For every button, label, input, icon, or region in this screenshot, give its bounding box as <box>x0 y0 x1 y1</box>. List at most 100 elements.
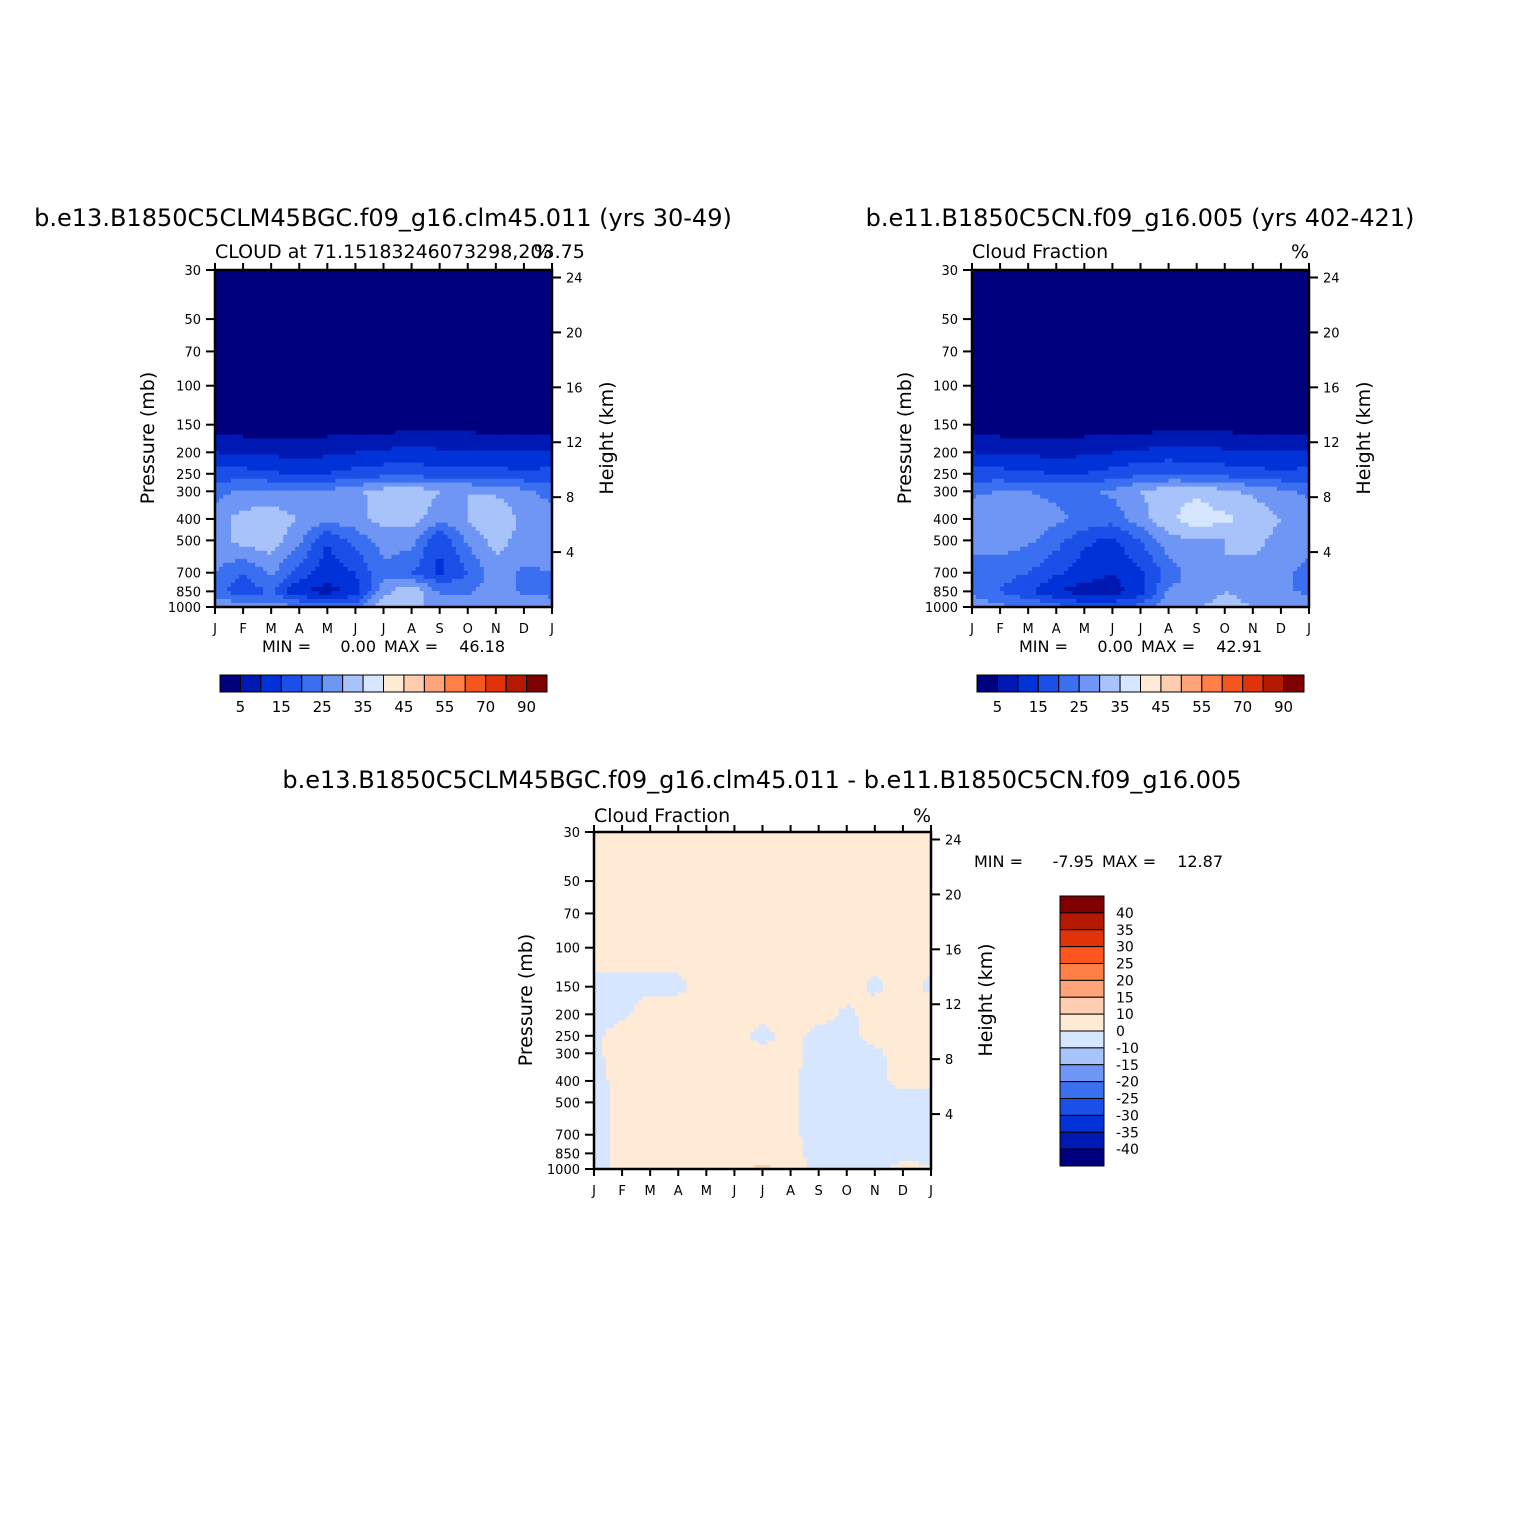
contour-cell <box>355 350 360 355</box>
contour-cell <box>291 463 296 468</box>
contour-cell <box>452 322 457 327</box>
contour-cell <box>412 459 417 464</box>
contour-cell <box>516 326 521 331</box>
contour-cell <box>448 434 453 439</box>
contour-cell <box>307 382 312 387</box>
contour-cell <box>480 479 485 484</box>
contour-cell <box>303 278 308 283</box>
contour-cell <box>271 394 276 399</box>
contour-cell <box>416 370 421 375</box>
contour-cell <box>271 286 276 291</box>
contour-cell <box>367 318 372 323</box>
contour-cell <box>408 326 413 331</box>
contour-cell <box>271 491 276 496</box>
contour-cell <box>472 318 477 323</box>
contour-cell <box>388 451 393 456</box>
contour-cell <box>536 274 541 279</box>
contour-cell <box>255 447 260 452</box>
contour-cell <box>299 463 304 468</box>
contour-cell <box>404 326 409 331</box>
contour-cell <box>303 455 308 460</box>
contour-cell <box>247 394 252 399</box>
contour-cell <box>371 495 376 500</box>
contour-cell <box>359 338 364 343</box>
contour-cell <box>432 495 437 500</box>
contour-cell <box>516 334 521 339</box>
contour-cell <box>384 354 389 359</box>
contour-cell <box>243 286 248 291</box>
contour-cell <box>488 390 493 395</box>
contour-cell <box>231 463 236 468</box>
contour-cell <box>299 398 304 403</box>
contour-cell <box>331 362 336 367</box>
contour-cell <box>239 370 244 375</box>
contour-cell <box>335 322 340 327</box>
contour-cell <box>412 274 417 279</box>
contour-cell <box>271 390 276 395</box>
contour-cell <box>444 487 449 492</box>
contour-cell <box>291 430 296 435</box>
contour-cell <box>532 278 537 283</box>
contour-cell <box>375 471 380 476</box>
contour-cell <box>536 346 541 351</box>
contour-cell <box>335 310 340 315</box>
contour-cell <box>448 294 453 299</box>
contour-cell <box>263 487 268 492</box>
contour-cell <box>528 483 533 488</box>
contour-cell <box>375 322 380 327</box>
contour-cell <box>259 290 264 295</box>
contour-cell <box>307 447 312 452</box>
contour-cell <box>339 294 344 299</box>
contour-cell <box>424 451 429 456</box>
contour-cell <box>388 326 393 331</box>
contour-cell <box>440 475 445 480</box>
contour-cell <box>251 443 256 448</box>
contour-cell <box>327 394 332 399</box>
contour-cell <box>355 274 360 279</box>
contour-cell <box>355 358 360 363</box>
contour-cell <box>536 463 541 468</box>
contour-cell <box>540 342 545 347</box>
contour-cell <box>307 306 312 311</box>
contour-cell <box>504 451 509 456</box>
contour-cell <box>488 378 493 383</box>
contour-cell <box>351 358 356 363</box>
contour-cell <box>420 362 425 367</box>
contour-cell <box>287 475 292 480</box>
contour-cell <box>404 386 409 391</box>
contour-cell <box>396 362 401 367</box>
contour-cell <box>315 402 320 407</box>
contour-cell <box>335 350 340 355</box>
contour-cell <box>500 354 505 359</box>
contour-cell <box>227 418 232 423</box>
contour-cell <box>379 459 384 464</box>
contour-cell <box>239 443 244 448</box>
contour-cell <box>396 479 401 484</box>
contour-cell <box>299 507 304 512</box>
contour-cell <box>235 334 240 339</box>
contour-cell <box>331 459 336 464</box>
contour-cell <box>351 495 356 500</box>
contour-cell <box>267 346 272 351</box>
contour-cell <box>544 322 549 327</box>
contour-cell <box>516 278 521 283</box>
contour-cell <box>355 487 360 492</box>
contour-cell <box>516 475 521 480</box>
contour-cell <box>311 426 316 431</box>
contour-cell <box>480 310 485 315</box>
contour-cell <box>235 398 240 403</box>
contour-cell <box>271 487 276 492</box>
contour-cell <box>524 334 529 339</box>
contour-cell <box>247 439 252 444</box>
contour-cell <box>428 439 433 444</box>
contour-cell <box>492 491 497 496</box>
contour-cell <box>392 471 397 476</box>
contour-cell <box>508 390 513 395</box>
contour-cell <box>351 298 356 303</box>
contour-cell <box>367 459 372 464</box>
contour-cell <box>488 342 493 347</box>
contour-cell <box>428 282 433 287</box>
contour-cell <box>251 491 256 496</box>
contour-cell <box>255 338 260 343</box>
contour-cell <box>339 483 344 488</box>
